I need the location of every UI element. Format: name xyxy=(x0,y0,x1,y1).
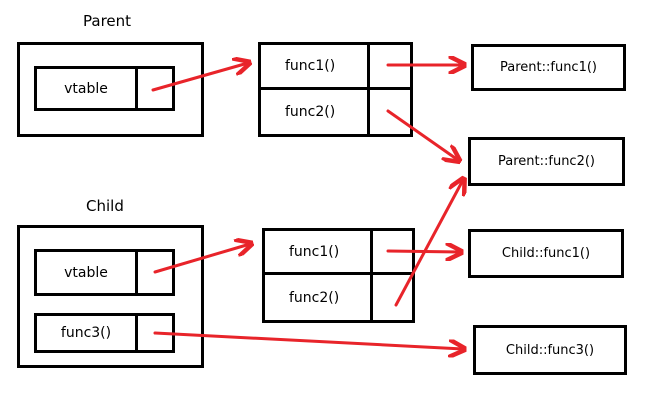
parent-vtable-func1: func1() xyxy=(258,42,370,90)
parent-vtable-func2: func2() xyxy=(258,87,370,137)
child-vtable-pointer-cell xyxy=(135,249,175,296)
target-parent-func2: Parent::func2() xyxy=(468,137,625,186)
target-parent-func1: Parent::func1() xyxy=(471,44,626,91)
parent-title: Parent xyxy=(83,12,132,30)
child-vtable-slot: vtable xyxy=(34,249,138,296)
parent-vtable-func1-pointer xyxy=(367,42,413,90)
target-child-func3: Child::func3() xyxy=(473,325,627,375)
child-vtable-func2: func2() xyxy=(262,272,373,323)
child-func3-pointer-cell xyxy=(135,313,175,353)
child-title: Child xyxy=(86,197,124,215)
parent-vtable-func2-pointer xyxy=(367,87,413,137)
child-vtable-func1-pointer xyxy=(370,228,415,275)
parent-vtable-pointer-cell xyxy=(135,66,175,111)
child-vtable-func2-pointer xyxy=(370,272,415,323)
parent-vtable-slot: vtable xyxy=(34,66,138,111)
child-func3-slot: func3() xyxy=(34,313,138,353)
target-child-func1: Child::func1() xyxy=(468,229,624,278)
child-vtable-func1: func1() xyxy=(262,228,373,275)
